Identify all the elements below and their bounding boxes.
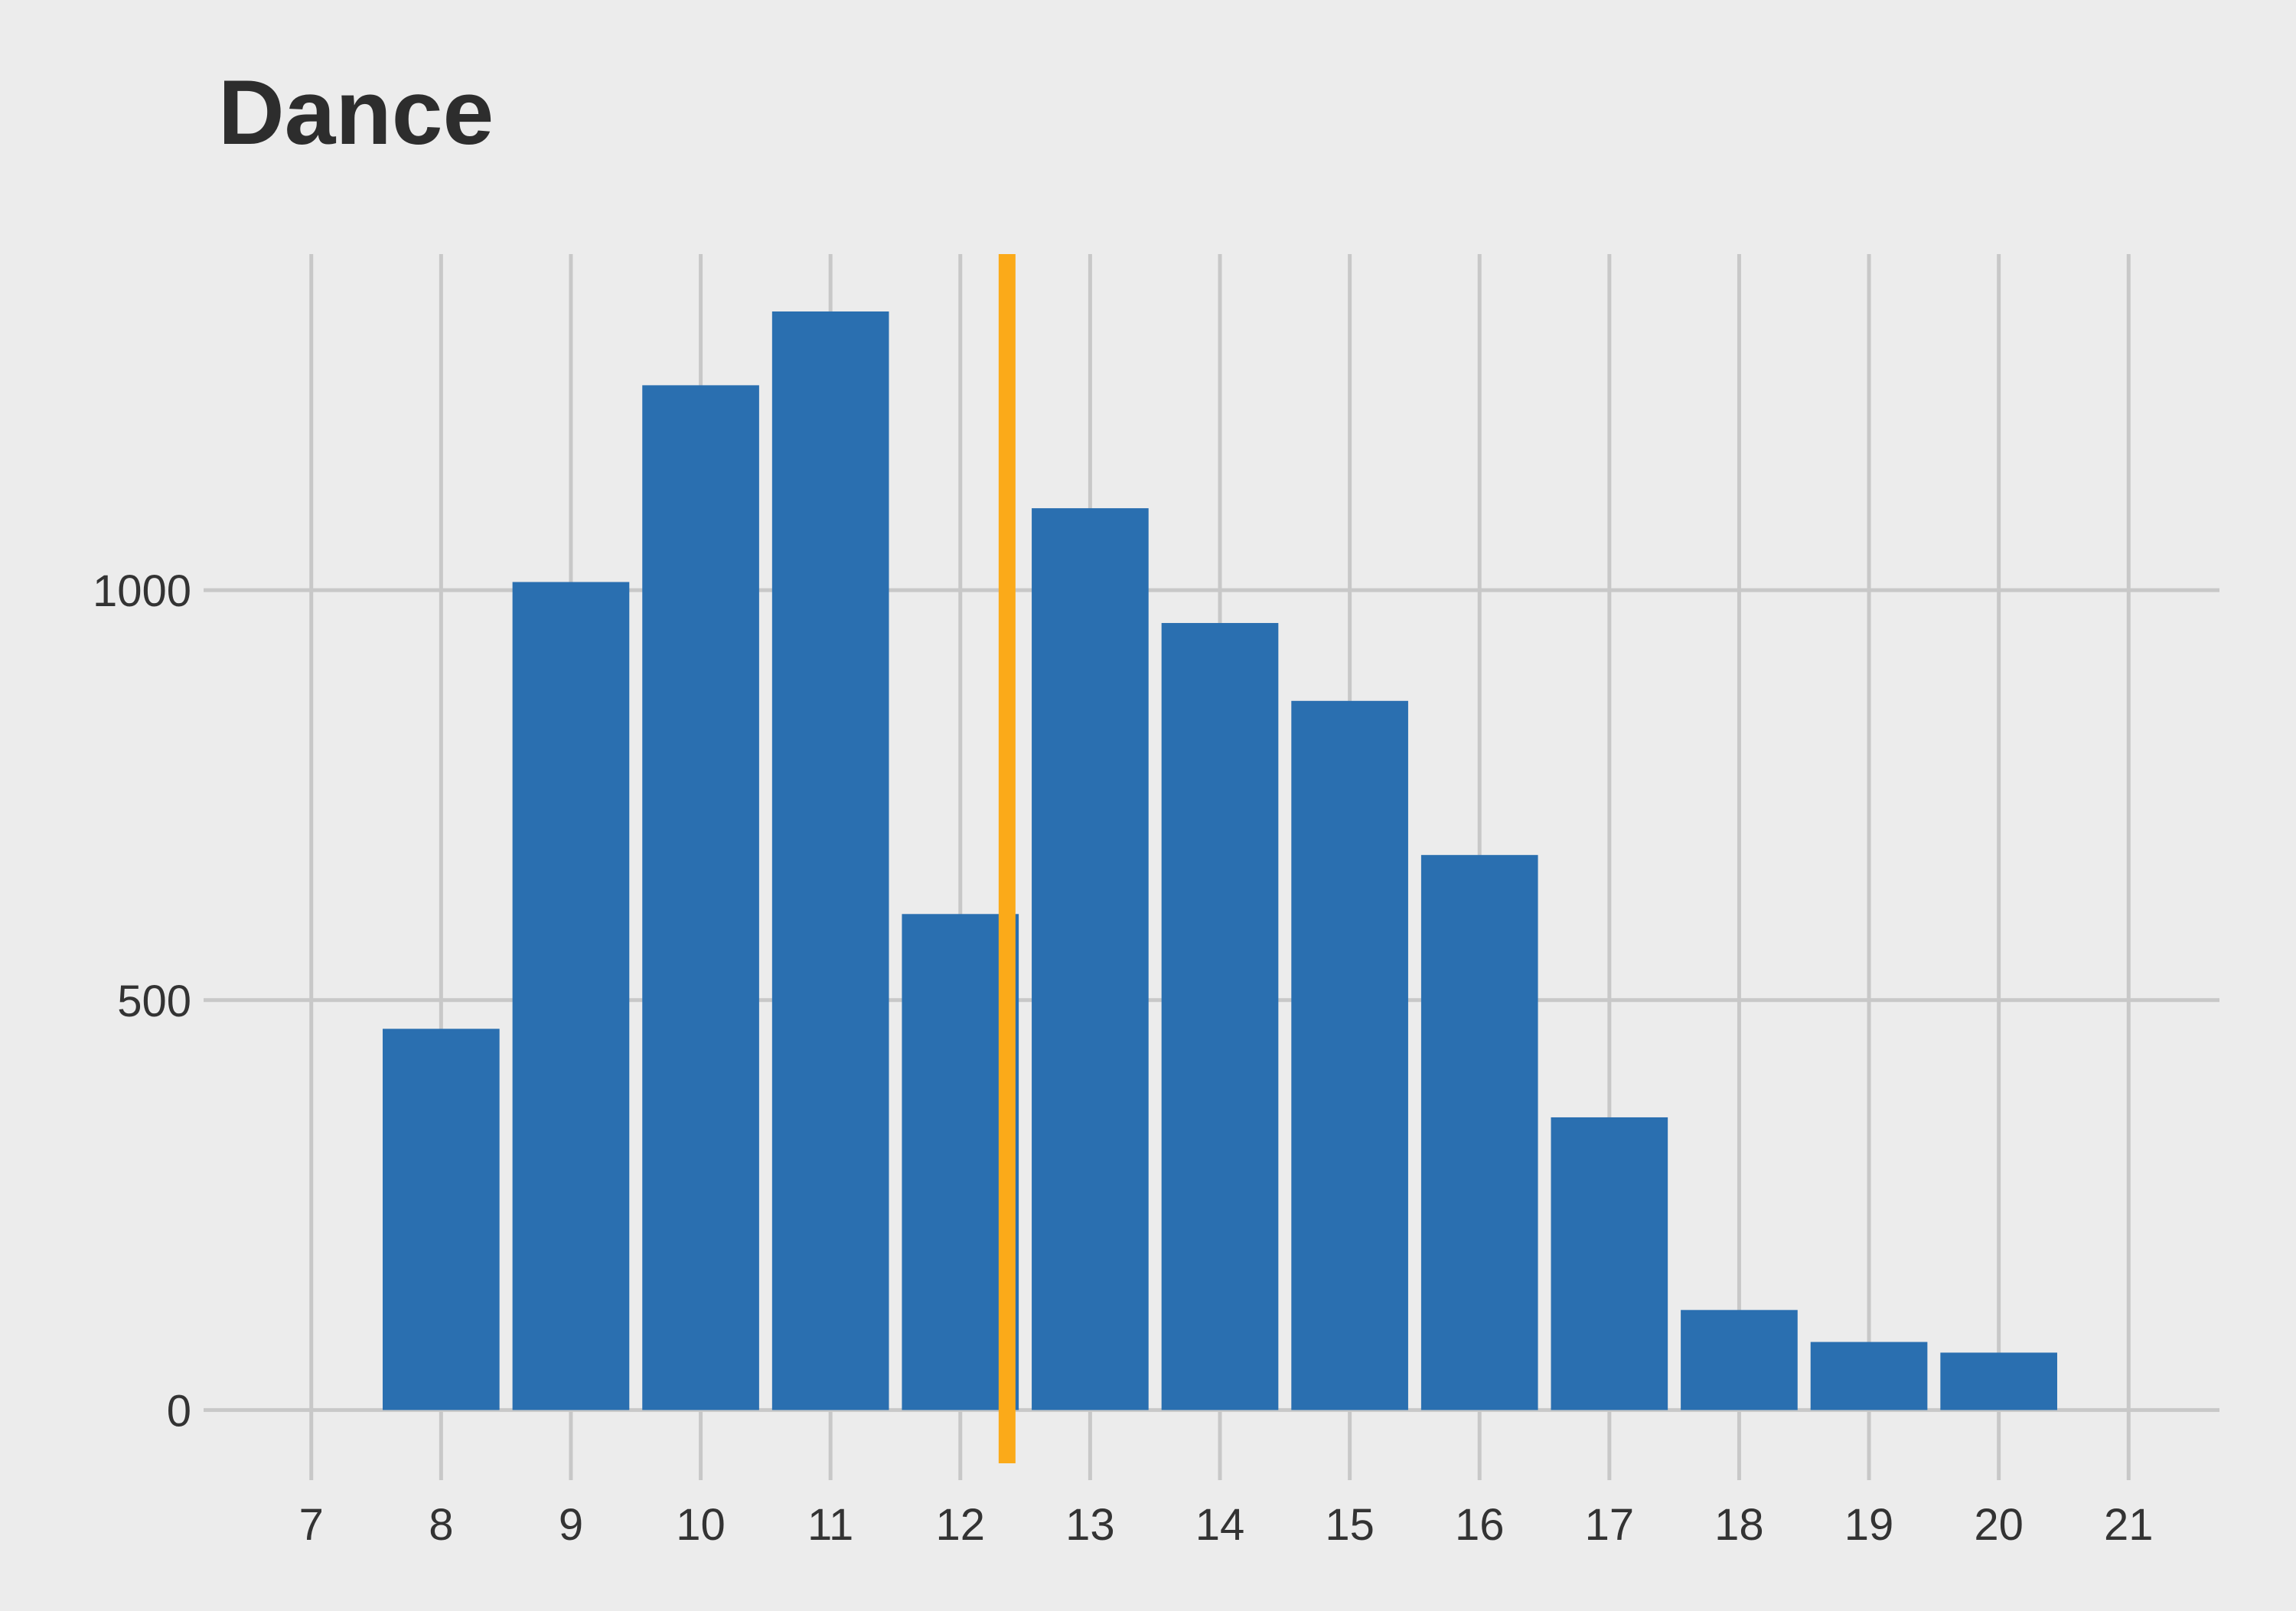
histogram-bar [383, 1029, 500, 1410]
chart-title: Dance [218, 61, 494, 164]
reference-line-group [998, 254, 1016, 1463]
x-tick-label: 7 [299, 1500, 324, 1550]
x-tick-label: 11 [807, 1500, 853, 1550]
histogram-bar [1551, 1117, 1668, 1410]
x-axis-ticks: 7 8 9 10 11 12 13 14 15 16 17 18 19 20 21 [299, 1463, 2154, 1550]
histogram-bar [1681, 1309, 1798, 1410]
x-tick-label: 10 [676, 1500, 726, 1550]
x-tick-label: 19 [1844, 1500, 1894, 1550]
x-tick-label: 8 [429, 1500, 453, 1550]
x-tick-label: 18 [1714, 1500, 1764, 1550]
histogram-bar [642, 385, 759, 1410]
x-tick-label: 16 [1455, 1500, 1505, 1550]
y-tick-label: 500 [117, 977, 191, 1026]
histogram-bar [512, 582, 630, 1410]
x-tick-label: 21 [2104, 1500, 2154, 1550]
y-tick-label: 0 [167, 1386, 191, 1436]
x-tick-label: 15 [1325, 1500, 1375, 1550]
y-axis-ticks: 0 500 1000 [93, 566, 220, 1436]
y-tick-label: 1000 [93, 566, 191, 616]
x-tick-label: 20 [1974, 1500, 2024, 1550]
histogram-bar [1032, 508, 1149, 1410]
histogram-bar [1291, 700, 1408, 1410]
x-tick-label: 14 [1195, 1500, 1245, 1550]
histogram-bar [771, 311, 889, 1410]
reference-line [998, 254, 1016, 1463]
histogram-bar [1940, 1352, 2057, 1410]
bars [383, 311, 2057, 1410]
histogram-bar [1161, 623, 1279, 1410]
histogram-bar [1420, 855, 1538, 1410]
x-tick-label: 9 [559, 1500, 583, 1550]
x-tick-label: 13 [1065, 1500, 1115, 1550]
x-tick-label: 12 [936, 1500, 986, 1550]
x-tick-label: 17 [1585, 1500, 1635, 1550]
histogram-bar [1810, 1342, 1928, 1410]
